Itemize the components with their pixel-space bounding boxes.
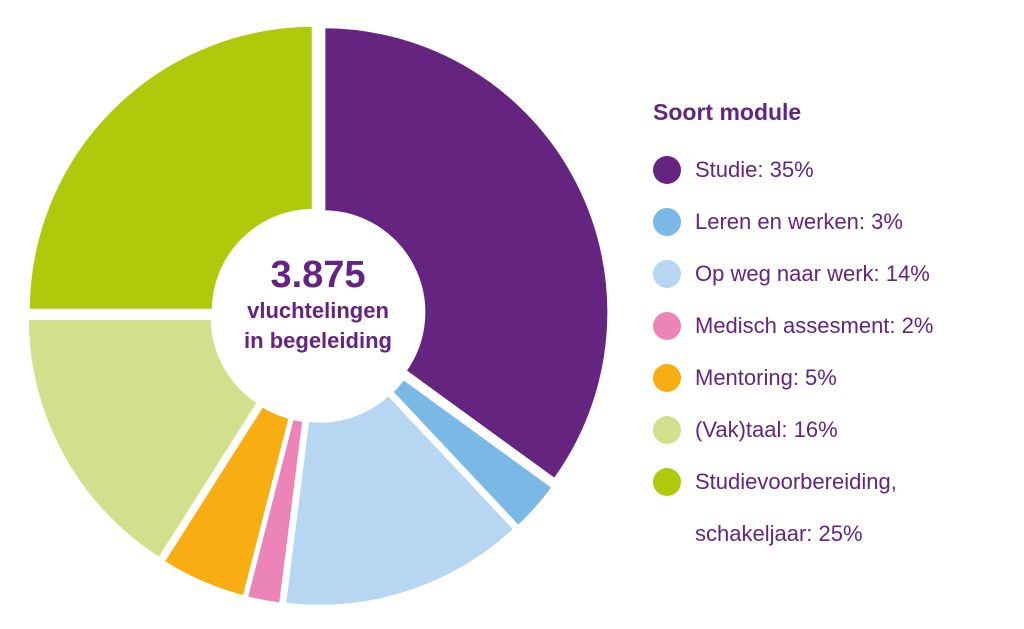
legend-swatch-op-weg-naar-werk: [653, 260, 681, 288]
center-label-line1: vluchtelingen: [247, 298, 389, 323]
legend-label-leren-en-werken: Leren en werken: 3%: [695, 209, 903, 234]
legend-item-op-weg-naar-werk: Op weg naar werk: 14%: [653, 248, 1013, 300]
center-label-line2: in begeleiding: [244, 328, 392, 353]
pie-slices: [24, 22, 612, 609]
legend-label-studievoorbereiding-line2: schakeljaar: 25%: [695, 521, 863, 546]
pie-slice-studievoorbereiding-schakeljaar: [25, 22, 316, 313]
center-hole: [215, 212, 421, 418]
legend-list: Studie: 35% Leren en werken: 3% Op weg n…: [653, 144, 1013, 548]
pie-slice-vak-taal: [24, 315, 262, 562]
pie-slice-op-weg-naar-werk: [282, 391, 518, 609]
pie-chart: 3.875 vluchtelingen in begeleiding: [24, 22, 612, 609]
legend-item-vaktaal: (Vak)taal: 16%: [653, 404, 1013, 456]
legend-swatch-medisch-assesment: [653, 312, 681, 340]
legend-item-leren-en-werken: Leren en werken: 3%: [653, 196, 1013, 248]
center-total-value: 3.875: [270, 254, 365, 296]
legend-label-vaktaal: (Vak)taal: 16%: [695, 417, 838, 442]
legend-label-studievoorbereiding: Studievoorbereiding, schakeljaar: 25%: [695, 468, 897, 548]
legend-swatch-studie: [653, 156, 681, 184]
legend-label-studie: Studie: 35%: [695, 157, 814, 182]
legend-label-op-weg-naar-werk: Op weg naar werk: 14%: [695, 261, 930, 286]
pie-slice-studie: [321, 24, 612, 483]
legend-item-mentoring: Mentoring: 5%: [653, 352, 1013, 404]
legend-item-studie: Studie: 35%: [653, 144, 1013, 196]
legend-item-medisch-assesment: Medisch assesment: 2%: [653, 300, 1013, 352]
pie-slice-mentoring: [160, 402, 293, 600]
legend-label-medisch-assesment: Medisch assesment: 2%: [695, 313, 934, 338]
pie-slice-leren-en-werken: [388, 375, 556, 530]
legend-item-studievoorbereiding: Studievoorbereiding, schakeljaar: 25%: [653, 456, 1013, 548]
legend-label-studievoorbereiding-line1: Studievoorbereiding,: [695, 469, 897, 494]
legend-swatch-leren-en-werken: [653, 208, 681, 236]
legend-swatch-mentoring: [653, 364, 681, 392]
legend-swatch-vaktaal: [653, 416, 681, 444]
legend-label-mentoring: Mentoring: 5%: [695, 365, 837, 390]
legend-swatch-studievoorbereiding: [653, 468, 681, 496]
legend: Soort module Studie: 35% Leren en werken…: [653, 98, 1013, 548]
legend-title: Soort module: [653, 99, 802, 125]
